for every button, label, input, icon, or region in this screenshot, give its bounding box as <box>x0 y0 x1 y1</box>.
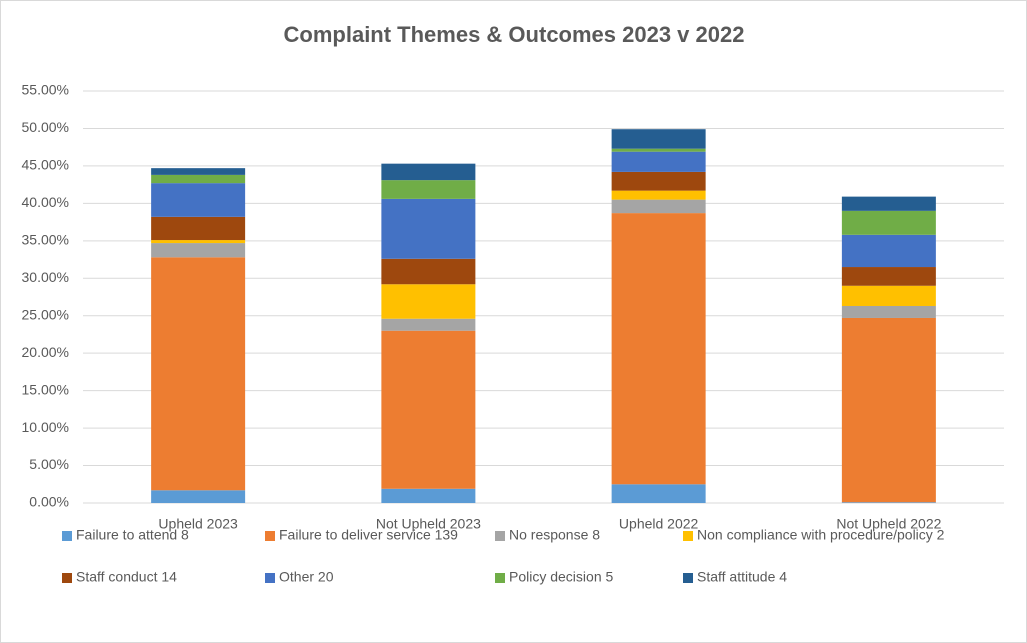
bar-segment <box>611 151 706 172</box>
y-tick-label: 30.00% <box>22 269 69 285</box>
bar-segment <box>151 183 246 217</box>
legend-label: Staff attitude 4 <box>697 569 787 585</box>
bar-segment <box>611 213 706 485</box>
x-tick-label: Upheld 2022 <box>619 516 699 532</box>
bar-segment <box>151 168 246 175</box>
legend-swatch <box>265 531 275 541</box>
x-tick-label: Upheld 2023 <box>158 516 238 532</box>
bar-segment <box>151 216 246 241</box>
x-tick-label: Not Upheld 2022 <box>836 516 941 532</box>
bar-segment <box>381 163 476 181</box>
bar-segment <box>611 129 706 149</box>
bar-segment <box>841 234 936 268</box>
bar-segment <box>841 267 936 286</box>
bar-segment <box>381 180 476 199</box>
legend-swatch <box>683 573 693 583</box>
y-tick-label: 10.00% <box>22 419 69 435</box>
legend-swatch <box>265 573 275 583</box>
bar-segment <box>381 318 476 331</box>
y-tick-label: 25.00% <box>22 306 69 322</box>
y-tick-label: 20.00% <box>22 344 69 360</box>
bar-segment <box>611 190 706 200</box>
legend-swatch <box>62 531 72 541</box>
bar-segment <box>151 240 246 244</box>
legend-swatch <box>683 531 693 541</box>
bar-segment <box>841 285 936 306</box>
bar-segment <box>841 210 936 235</box>
legend-label: Failure to deliver service 139 <box>279 527 458 543</box>
bar-segment <box>151 490 246 503</box>
bar-segment <box>381 330 476 489</box>
legend-label: Non compliance with procedure/policy 2 <box>697 527 945 543</box>
y-tick-label: 45.00% <box>22 157 69 173</box>
bar-segment <box>381 258 476 285</box>
bar-segment <box>611 484 706 503</box>
bar-segment <box>611 171 706 191</box>
legend-swatch <box>495 531 505 541</box>
legend-label: Other 20 <box>279 569 334 585</box>
bar-segment <box>611 148 706 152</box>
legend-label: No response 8 <box>509 527 600 543</box>
y-tick-label: 5.00% <box>29 456 69 472</box>
bar-segment <box>151 257 246 491</box>
bar-segment <box>151 174 246 184</box>
bar-segment <box>381 198 476 259</box>
legend-swatch <box>495 573 505 583</box>
y-tick-label: 15.00% <box>22 381 69 397</box>
bar-segment <box>841 305 936 318</box>
y-tick-label: 55.00% <box>22 82 69 98</box>
chart-title: Complaint Themes & Outcomes 2023 v 2022 <box>284 22 745 47</box>
bar-segment <box>381 488 476 503</box>
bar-segment <box>841 317 936 503</box>
y-tick-label: 0.00% <box>29 494 69 510</box>
bar-segment <box>841 502 936 503</box>
legend-label: Staff conduct 14 <box>76 569 177 585</box>
y-tick-label: 50.00% <box>22 119 69 135</box>
x-tick-label: Not Upheld 2023 <box>376 516 481 532</box>
legend-label: Failure to attend 8 <box>76 527 189 543</box>
legend-swatch <box>62 573 72 583</box>
y-tick-label: 35.00% <box>22 232 69 248</box>
legend-label: Policy decision 5 <box>509 569 613 585</box>
bar-segment <box>611 199 706 214</box>
bar-segment <box>381 284 476 319</box>
bar-segment <box>151 243 246 258</box>
bar-segment <box>841 196 936 211</box>
y-tick-label: 40.00% <box>22 194 69 210</box>
